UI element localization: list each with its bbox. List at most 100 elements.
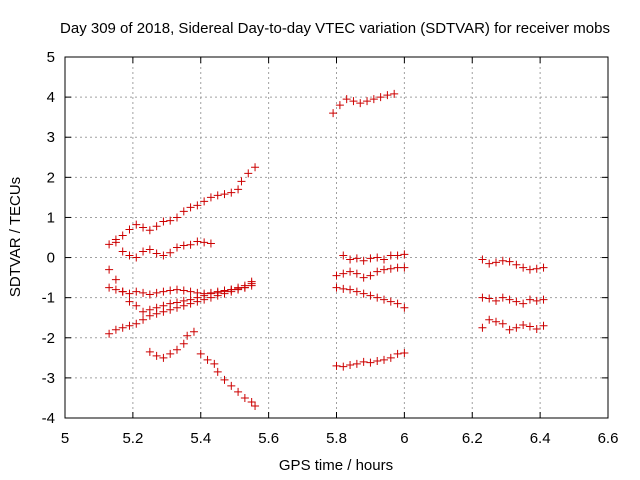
x-tick-label: 5 xyxy=(61,430,69,447)
y-tick-label: 3 xyxy=(47,129,55,146)
data-point-marker xyxy=(539,295,548,304)
data-point-marker xyxy=(132,287,141,296)
data-point-marker xyxy=(172,345,181,354)
series-track-e xyxy=(105,279,256,338)
data-point-marker xyxy=(166,305,175,314)
axis-ticks: 5 5.2 5.4 5.6 5.8 6 6.2 6.4 6.6 -4 -3 -2 -1 0 1 2 3 4 5 xyxy=(42,49,619,447)
data-point-marker xyxy=(352,254,361,263)
data-point-marker xyxy=(220,375,229,384)
data-point-marker xyxy=(352,287,361,296)
data-point-marker xyxy=(240,393,249,402)
data-point-marker xyxy=(210,359,219,368)
data-point-marker xyxy=(139,307,148,316)
data-point-marker xyxy=(386,264,395,273)
data-point-marker xyxy=(335,101,344,110)
data-point-marker xyxy=(111,275,120,284)
data-point-marker xyxy=(247,279,256,288)
data-point-marker xyxy=(498,319,507,328)
data-point-marker xyxy=(179,339,188,348)
x-tick-label: 5.8 xyxy=(326,430,347,447)
data-point-marker xyxy=(105,240,114,249)
data-point-marker xyxy=(200,295,209,304)
data-point-marker xyxy=(227,188,236,197)
data-point-marker xyxy=(179,301,188,310)
data-point-marker xyxy=(166,216,175,225)
data-point-marker xyxy=(380,265,389,274)
data-point-marker xyxy=(478,255,487,264)
data-point-marker xyxy=(400,250,409,259)
data-point-marker xyxy=(179,286,188,295)
data-point-marker xyxy=(200,238,209,247)
data-point-marker xyxy=(145,245,154,254)
data-point-marker xyxy=(366,254,375,263)
data-point-marker xyxy=(240,283,249,292)
data-point-marker xyxy=(352,269,361,278)
data-point-marker xyxy=(193,237,202,246)
x-tick-label: 5.2 xyxy=(122,430,143,447)
data-point-marker xyxy=(159,251,168,260)
data-point-marker xyxy=(505,295,514,304)
data-point-marker xyxy=(186,299,195,308)
data-point-marker xyxy=(227,287,236,296)
data-point-marker xyxy=(380,295,389,304)
data-point-marker xyxy=(206,193,215,202)
data-point-marker xyxy=(227,381,236,390)
data-point-marker xyxy=(386,353,395,362)
data-point-marker xyxy=(525,295,534,304)
data-point-marker xyxy=(478,293,487,302)
data-points xyxy=(105,89,548,410)
data-point-marker xyxy=(539,321,548,330)
data-point-marker xyxy=(213,291,222,300)
series-track-n xyxy=(478,315,548,334)
data-point-marker xyxy=(519,320,528,329)
data-point-marker xyxy=(220,289,229,298)
data-point-marker xyxy=(485,294,494,303)
data-point-marker xyxy=(105,283,114,292)
data-point-marker xyxy=(332,361,341,370)
data-point-marker xyxy=(118,287,127,296)
data-point-marker xyxy=(349,97,358,106)
data-point-marker xyxy=(186,203,195,212)
data-point-marker xyxy=(532,324,541,333)
data-point-marker xyxy=(366,358,375,367)
data-point-marker xyxy=(339,251,348,260)
data-point-marker xyxy=(166,248,175,257)
data-point-marker xyxy=(532,264,541,273)
data-point-marker xyxy=(111,285,120,294)
series-track-j xyxy=(332,283,409,312)
data-point-marker xyxy=(359,289,368,298)
plot-frame xyxy=(64,56,609,419)
data-point-marker xyxy=(234,185,243,194)
data-point-marker xyxy=(369,95,378,104)
data-point-marker xyxy=(532,296,541,305)
data-point-marker xyxy=(125,251,134,260)
data-point-marker xyxy=(132,301,141,310)
data-point-marker xyxy=(380,355,389,364)
data-point-marker xyxy=(376,93,385,102)
data-point-marker xyxy=(186,240,195,249)
data-point-marker xyxy=(359,357,368,366)
grid-lines xyxy=(65,57,608,418)
series-track-m xyxy=(478,293,548,308)
data-point-marker xyxy=(346,285,355,294)
data-point-marker xyxy=(111,325,120,334)
data-point-marker xyxy=(400,349,409,358)
data-point-marker xyxy=(159,307,168,316)
data-point-marker xyxy=(183,331,192,340)
data-point-marker xyxy=(380,255,389,264)
data-point-marker xyxy=(332,283,341,292)
data-point-marker xyxy=(152,351,161,360)
data-point-marker xyxy=(111,238,120,247)
data-point-marker xyxy=(512,323,521,332)
data-point-marker xyxy=(118,231,127,240)
data-point-marker xyxy=(152,222,161,231)
data-point-marker xyxy=(373,267,382,276)
data-point-marker xyxy=(342,95,351,104)
data-point-marker xyxy=(152,288,161,297)
data-point-marker xyxy=(339,284,348,293)
data-point-marker xyxy=(152,249,161,258)
data-point-marker xyxy=(329,109,338,118)
data-point-marker xyxy=(159,353,168,362)
data-point-marker xyxy=(206,293,215,302)
